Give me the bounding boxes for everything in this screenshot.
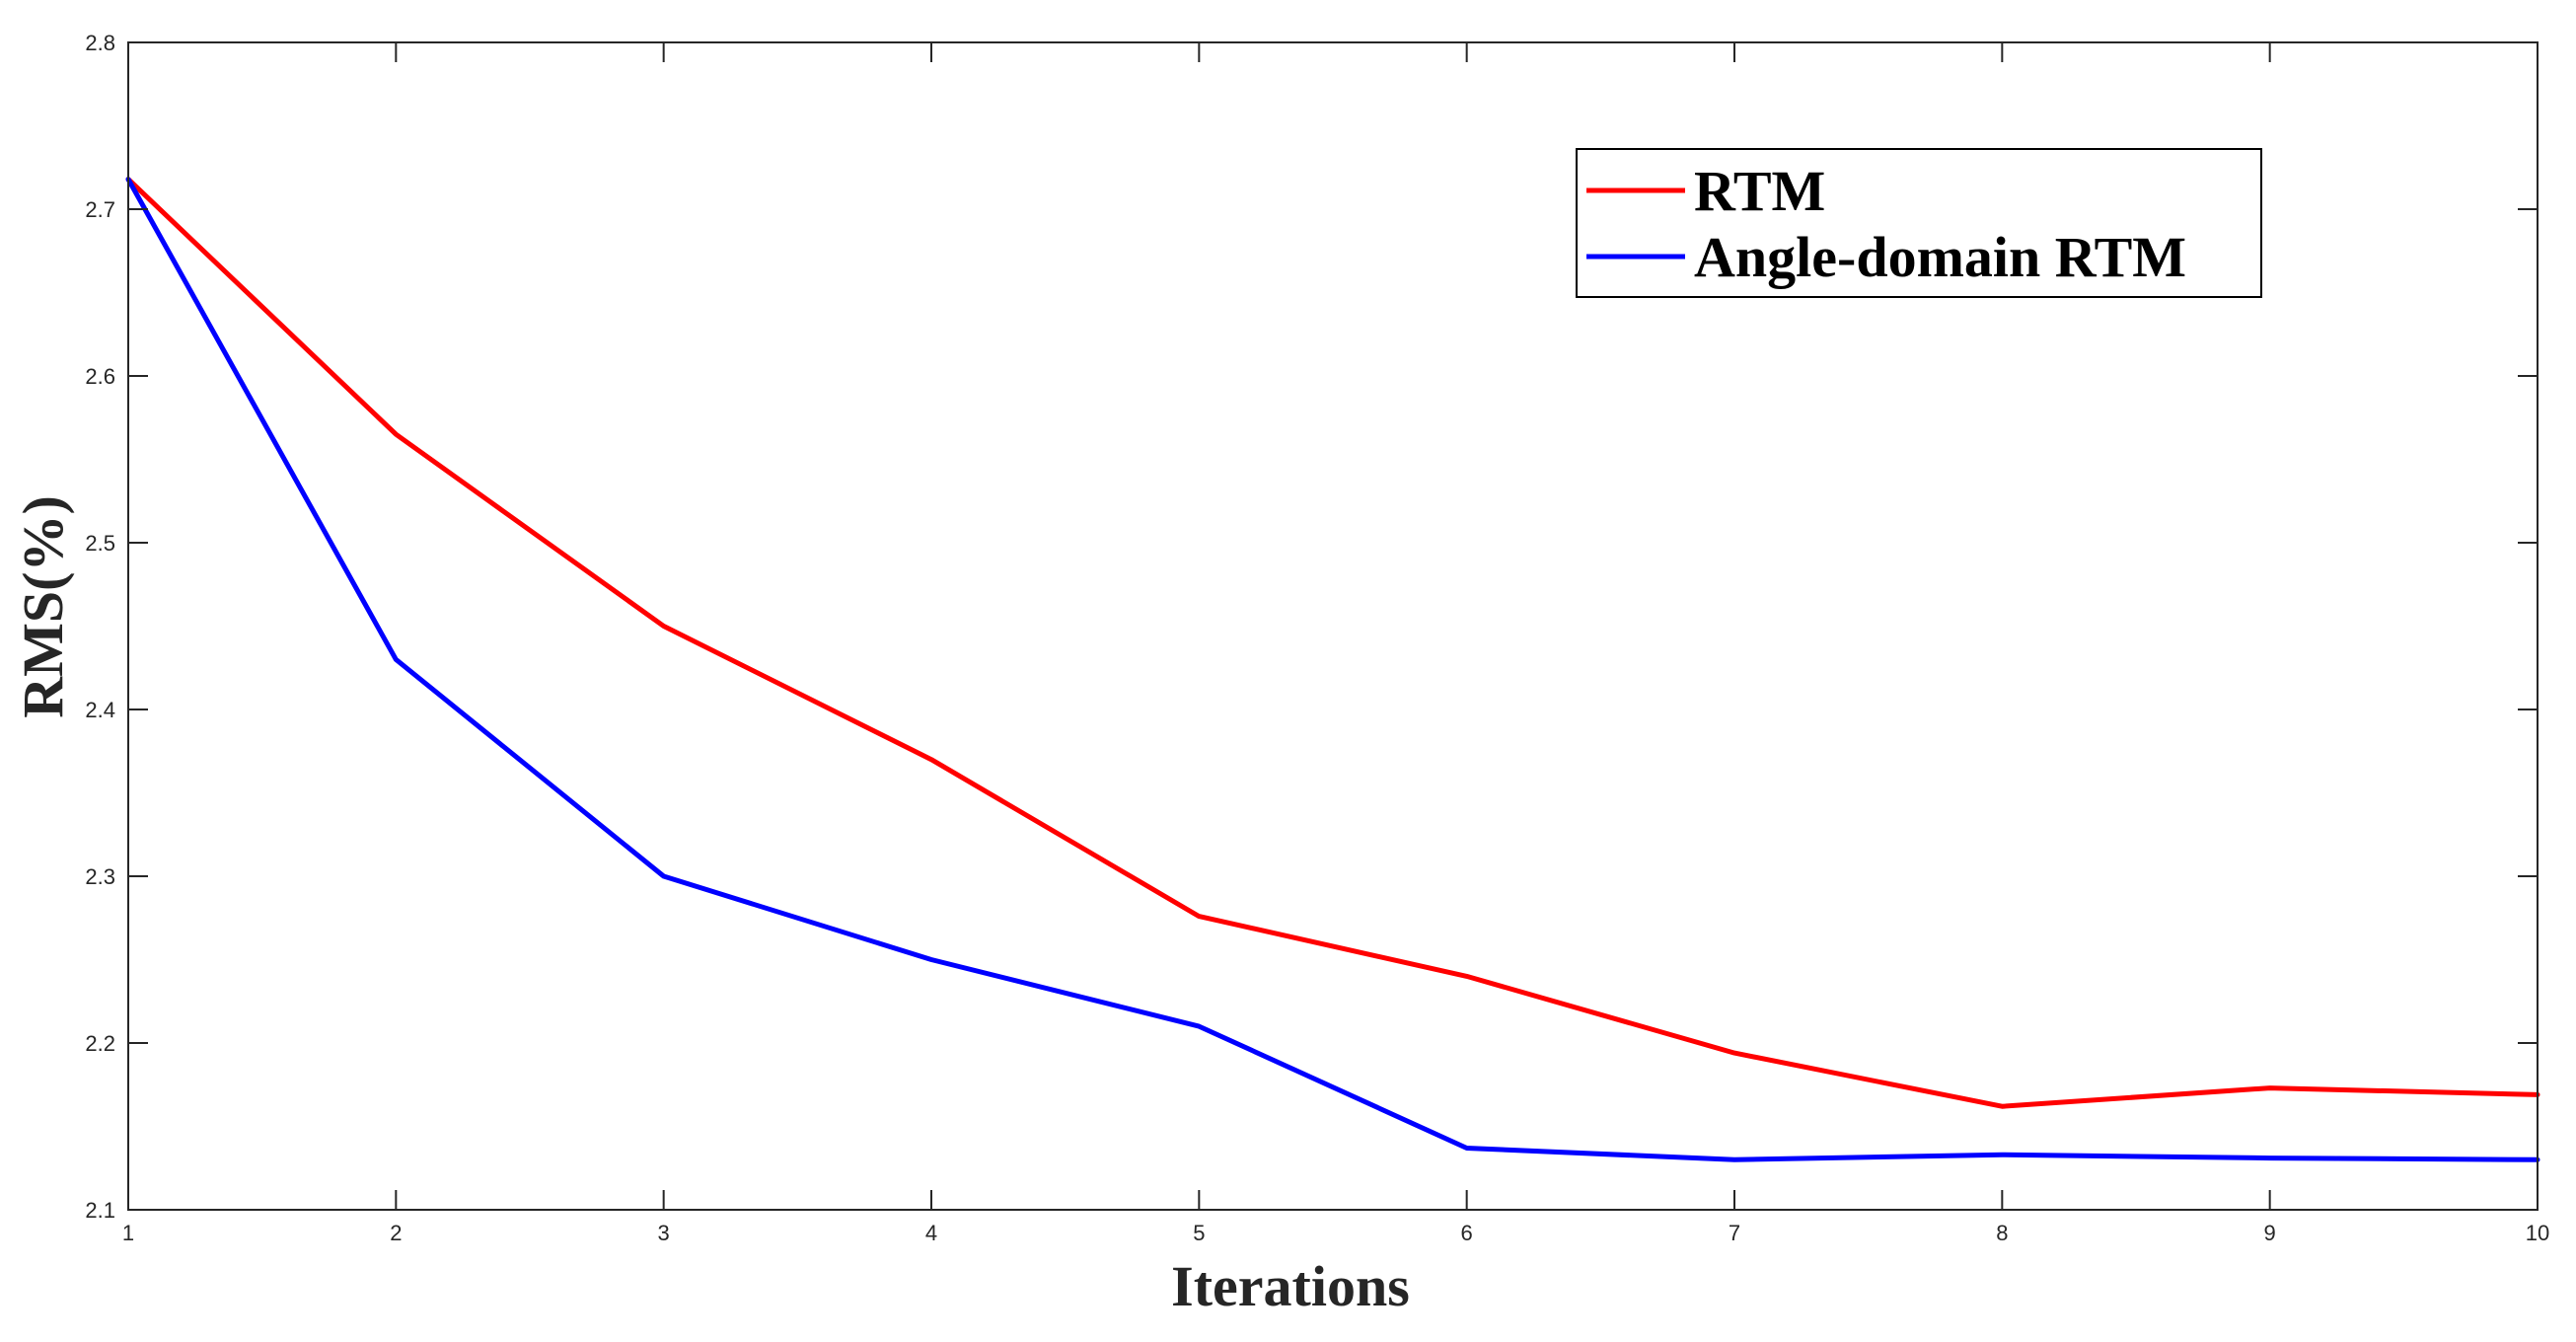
legend-box — [1576, 148, 2262, 298]
y-tick-label: 2.1 — [85, 1198, 115, 1223]
x-tick-label: 3 — [658, 1221, 670, 1245]
y-tick-label: 2.4 — [85, 698, 115, 722]
y-tick-label: 2.8 — [85, 31, 115, 55]
legend-label-angle-domain-rtm: Angle-domain RTM — [1694, 225, 2186, 289]
series-line-angle-domain-rtm — [125, 177, 2540, 1162]
y-tick-label: 2.6 — [85, 364, 115, 389]
x-tick-label: 6 — [1461, 1221, 1473, 1245]
series-line-rtm — [125, 177, 2540, 1109]
x-tick-label: 5 — [1193, 1221, 1205, 1245]
y-tick-label: 2.5 — [85, 531, 115, 556]
y-axis-title: RMS(%) — [11, 495, 75, 718]
plot-frame — [127, 41, 2539, 1211]
series-layer — [125, 177, 2540, 1162]
ticks-layer: 1 2 3 4 5 6 7 8 9 10 2.1 2.2 2.3 2.4 2.5 2.6 2.7 2.8 — [85, 31, 2549, 1245]
x-tick-label: 2 — [390, 1221, 402, 1245]
x-axis-title: Iterations — [1171, 1254, 1410, 1318]
legend-label-rtm: RTM — [1694, 159, 1825, 223]
y-tick-label: 2.2 — [85, 1031, 115, 1056]
x-tick-label: 10 — [2526, 1221, 2549, 1245]
x-tick-label: 7 — [1729, 1221, 1740, 1245]
legend: RTM Angle-domain RTM — [1576, 148, 2262, 298]
x-tick-label: 9 — [2264, 1221, 2276, 1245]
y-tick-label: 2.3 — [85, 864, 115, 889]
x-tick-label: 1 — [122, 1221, 134, 1245]
y-tick-label: 2.7 — [85, 197, 115, 222]
x-tick-label: 4 — [925, 1221, 937, 1245]
x-tick-label: 8 — [1996, 1221, 2008, 1245]
